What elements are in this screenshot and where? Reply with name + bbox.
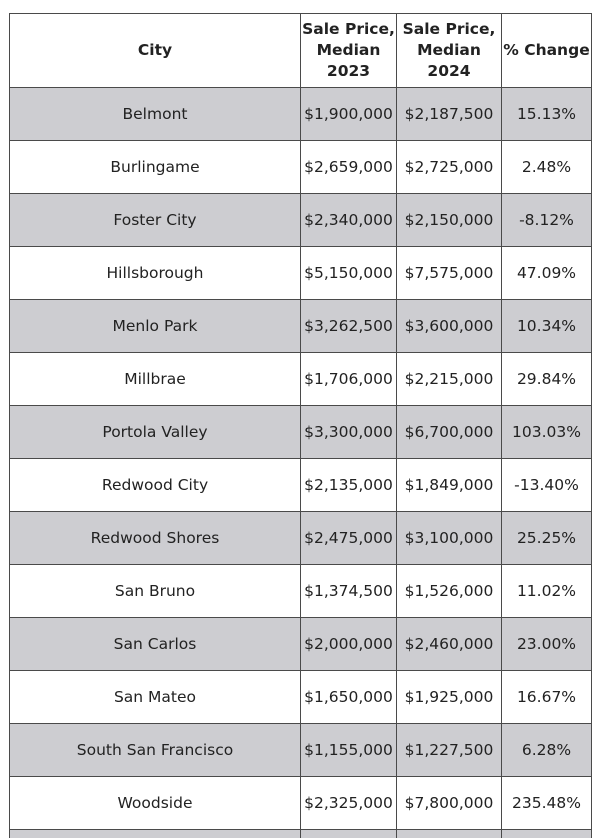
cell-price-2023: $3,262,500 [301,300,397,353]
table-row: San Bruno $1,374,500 $1,526,000 11.02% [10,565,592,618]
cell-city: Woodside [10,777,301,830]
price-table-container: City Sale Price, Median 2023 Sale Price,… [9,13,591,838]
header-city: City [10,14,301,88]
table-row: Redwood Shores $2,475,000 $3,100,000 25.… [10,512,592,565]
cell-percent-change: 29.84% [502,353,592,406]
cell-price-2023: $1,650,000 [301,671,397,724]
cell-percent-change: 25.25% [502,512,592,565]
cell-price-2024: $3,100,000 [397,512,502,565]
cell-percent-change: -13.40% [502,459,592,512]
table-row: Redwood City $2,135,000 $1,849,000 -13.4… [10,459,592,512]
cell-percent-change: 2.48% [502,141,592,194]
cell-percent-change: 10.34% [502,300,592,353]
cell-empty [10,830,301,838]
cell-city: Redwood Shores [10,512,301,565]
cell-price-2023: $1,155,000 [301,724,397,777]
table-row: Foster City $2,340,000 $2,150,000 -8.12% [10,194,592,247]
table-row: Burlingame $2,659,000 $2,725,000 2.48% [10,141,592,194]
header-price-2024: Sale Price, Median 2024 [397,14,502,88]
cell-percent-change: -8.12% [502,194,592,247]
cell-price-2023: $2,340,000 [301,194,397,247]
cell-empty [301,830,397,838]
cell-percent-change: 6.28% [502,724,592,777]
cell-price-2024: $1,925,000 [397,671,502,724]
header-price-2023: Sale Price, Median 2023 [301,14,397,88]
cell-price-2024: $2,215,000 [397,353,502,406]
cell-city: San Bruno [10,565,301,618]
table-row: Portola Valley $3,300,000 $6,700,000 103… [10,406,592,459]
cell-percent-change: 103.03% [502,406,592,459]
cell-price-2024: $7,800,000 [397,777,502,830]
cell-price-2023: $2,659,000 [301,141,397,194]
cell-price-2024: $1,849,000 [397,459,502,512]
cell-price-2024: $2,725,000 [397,141,502,194]
cell-city: Burlingame [10,141,301,194]
cell-price-2024: $6,700,000 [397,406,502,459]
median-sale-price-table: City Sale Price, Median 2023 Sale Price,… [9,13,592,838]
cell-price-2023: $5,150,000 [301,247,397,300]
cell-city: Millbrae [10,353,301,406]
cell-percent-change: 16.67% [502,671,592,724]
cell-percent-change: 23.00% [502,618,592,671]
cell-empty [397,830,502,838]
cell-price-2024: $3,600,000 [397,300,502,353]
cell-price-2023: $3,300,000 [301,406,397,459]
cell-city: Redwood City [10,459,301,512]
cell-city: Foster City [10,194,301,247]
cell-price-2023: $1,374,500 [301,565,397,618]
table-row: Menlo Park $3,262,500 $3,600,000 10.34% [10,300,592,353]
table-header-row: City Sale Price, Median 2023 Sale Price,… [10,14,592,88]
cell-percent-change: 47.09% [502,247,592,300]
cell-empty [502,830,592,838]
table-row-cut-off [10,830,592,838]
table-row: Woodside $2,325,000 $7,800,000 235.48% [10,777,592,830]
cell-price-2024: $2,187,500 [397,88,502,141]
cell-price-2023: $2,135,000 [301,459,397,512]
cell-price-2023: $2,325,000 [301,777,397,830]
cell-city: San Mateo [10,671,301,724]
cell-percent-change: 235.48% [502,777,592,830]
table-row: Millbrae $1,706,000 $2,215,000 29.84% [10,353,592,406]
cell-percent-change: 15.13% [502,88,592,141]
cell-city: Portola Valley [10,406,301,459]
cell-price-2024: $2,150,000 [397,194,502,247]
cell-city: South San Francisco [10,724,301,777]
table-row: South San Francisco $1,155,000 $1,227,50… [10,724,592,777]
cell-price-2024: $7,575,000 [397,247,502,300]
table-row: San Mateo $1,650,000 $1,925,000 16.67% [10,671,592,724]
table-row: San Carlos $2,000,000 $2,460,000 23.00% [10,618,592,671]
cell-price-2023: $1,900,000 [301,88,397,141]
cell-price-2024: $2,460,000 [397,618,502,671]
cell-city: Belmont [10,88,301,141]
table-row: Belmont $1,900,000 $2,187,500 15.13% [10,88,592,141]
header-percent-change: % Change [502,14,592,88]
cell-price-2023: $2,000,000 [301,618,397,671]
cell-price-2024: $1,227,500 [397,724,502,777]
cell-city: Hillsborough [10,247,301,300]
cell-price-2024: $1,526,000 [397,565,502,618]
cell-percent-change: 11.02% [502,565,592,618]
cell-price-2023: $1,706,000 [301,353,397,406]
table-row: Hillsborough $5,150,000 $7,575,000 47.09… [10,247,592,300]
cell-city: San Carlos [10,618,301,671]
cell-city: Menlo Park [10,300,301,353]
cell-price-2023: $2,475,000 [301,512,397,565]
